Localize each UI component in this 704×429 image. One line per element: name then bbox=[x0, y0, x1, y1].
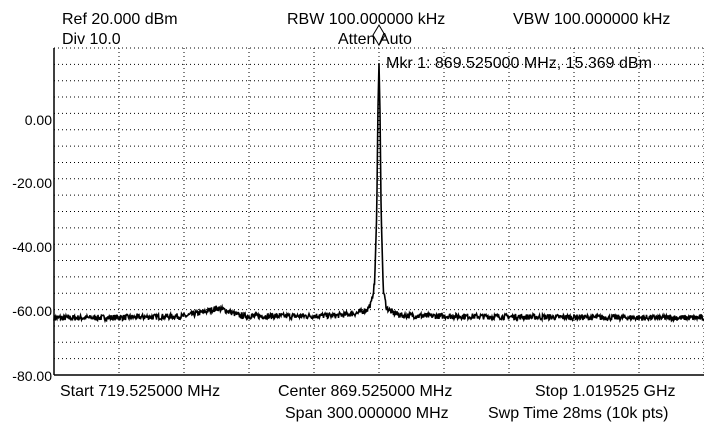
trace-group bbox=[53, 63, 704, 324]
rbw-readout: RBW 100.000000 kHz bbox=[287, 11, 446, 28]
ref-level: Ref 20.000 dBm bbox=[62, 11, 178, 28]
y-tick-label: 0.00 bbox=[24, 112, 52, 128]
y-tick-label: -20.00 bbox=[12, 175, 52, 191]
y-tick-label: -80.00 bbox=[12, 368, 52, 384]
div-scale: Div 10.0 bbox=[62, 31, 121, 48]
center-frequency: Center 869.525000 MHz bbox=[278, 383, 453, 400]
marker-1[interactable] bbox=[372, 24, 386, 47]
marker-diamond-icon[interactable] bbox=[372, 24, 386, 47]
span-readout: Span 300.000000 MHz bbox=[285, 405, 449, 422]
vbw-readout: VBW 100.000000 kHz bbox=[513, 11, 671, 28]
stop-frequency: Stop 1.019525 GHz bbox=[535, 383, 676, 400]
sweep-time-readout: Swp Time 28ms (10k pts) bbox=[488, 405, 669, 422]
marker-readout: Mkr 1: 869.525000 MHz, 15.369 dBm bbox=[386, 55, 652, 72]
y-tick-label: -60.00 bbox=[12, 303, 52, 319]
atten-readout: Atten Auto bbox=[338, 31, 412, 48]
y-tick-label: -40.00 bbox=[12, 239, 52, 255]
spectrum-trace bbox=[53, 63, 704, 324]
plot-grid bbox=[53, 47, 704, 376]
start-frequency: Start 719.525000 MHz bbox=[60, 383, 221, 400]
